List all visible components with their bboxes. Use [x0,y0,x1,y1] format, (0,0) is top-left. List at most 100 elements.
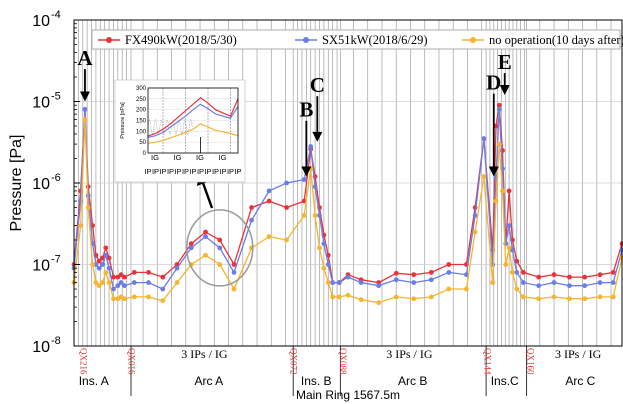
series-point [82,106,88,112]
series-point [308,144,314,149]
series-point [96,283,102,289]
y-tick-exponent: -7 [51,254,61,266]
legend-box [91,29,621,50]
series-point [93,280,99,285]
inset-ip-label: IP [144,167,151,176]
series-point [122,274,127,280]
series-point [496,141,502,147]
series-point [551,272,557,278]
legend: FX490kW(2018/5/30) SX51kW(2018/6/29) no op… [91,29,623,50]
inset-y-tick-label: 50 [139,140,146,146]
y-tick-label: 10 [32,13,50,30]
y-tick-label: 10 [32,339,50,356]
quadrupole-label: QX016 [127,348,137,375]
series-point [428,294,434,300]
series-point [118,280,124,285]
inset-ig-label: IG [219,153,227,162]
series-point [111,286,116,292]
series-point [103,269,109,275]
series-point [96,265,102,271]
series-point [336,280,342,285]
annotation-label: D [486,71,501,95]
series-point [131,294,137,300]
inset-ip-label: IP [189,167,196,176]
inset-dotted-profile [147,118,193,136]
section-label: Arc C [565,374,595,388]
series-point [284,205,290,210]
inset-y-tick-label: 0 [143,151,147,157]
series-point [266,198,272,204]
inset-ip-label: IP [159,167,166,176]
legend-swatch-point [106,37,112,43]
inset-series-line [147,97,239,137]
series-point [266,234,272,239]
quadrupole-label: QX144 [483,348,493,375]
series-point [106,255,112,261]
series-point [506,188,512,194]
series-point [551,280,557,285]
series-point [325,262,331,267]
series-point [217,237,223,243]
series-point [146,294,151,300]
series-point [514,258,520,264]
section-label: Ins. A [79,374,109,388]
series-point [514,269,520,275]
series-point [376,283,382,289]
series-point [358,297,364,303]
quadrupole-label: QX216 [78,348,88,375]
series-point [325,280,331,285]
legend-entry-label: FX490kW(2018/5/30) [125,33,237,47]
inset-y-tick-label: 300 [136,86,147,92]
x-axis-label: Main Ring 1567.5m [296,388,400,402]
inset-y-tick-label: 100 [136,129,147,135]
series-point [506,223,512,229]
inset-chart: 0 50 100 150 200 250 300 Pressure [nPa] IG IG IG IG… [114,79,246,183]
series-point [536,296,542,302]
inset-ip-label: IP [152,167,159,176]
inset-ip-label: IP [174,167,181,176]
series-point [100,262,105,267]
series-point [85,205,91,210]
zoom-circle [186,209,254,287]
y-tick-exponent: -6 [51,172,61,184]
series-point [160,274,166,280]
series-point [463,286,469,292]
y-tick-exponent: -8 [51,335,61,347]
series-point [217,262,223,267]
series-point [100,280,105,285]
series-point [610,280,616,285]
series-point [330,294,336,300]
series-point [536,274,542,280]
y-tick-label: 10 [32,95,50,112]
inset-y-tick-label: 200 [136,108,147,114]
y-tick-exponent: -4 [51,9,61,21]
series-point [203,229,208,235]
annotation-label: B [299,98,313,122]
quadrupole-label: QX072 [289,348,299,375]
series-point [146,280,151,285]
series-point [284,180,290,186]
series-point [496,102,502,108]
series-point [490,280,496,285]
series-point [122,296,127,302]
series-point [345,292,351,298]
series-point [520,294,526,300]
series-point [330,280,336,285]
series-point [231,269,237,275]
series-point [336,294,342,300]
series-point [597,294,603,300]
series-point [231,262,237,267]
inset-ip-label: IP [227,167,234,176]
inset-ig-label: IG [196,153,204,162]
series-point [493,198,499,204]
y-axis-label: Pressure [Pa] [8,135,25,232]
ig-section-label: 3 IPs / IG [555,347,602,361]
series-point [106,280,112,285]
series-point [566,283,572,289]
series-point [582,274,588,280]
inset-y-tick-label: 150 [136,119,147,125]
series-point [301,213,307,218]
series-point [131,280,137,285]
series-point [174,265,180,271]
section-label: Ins. B [301,374,332,388]
